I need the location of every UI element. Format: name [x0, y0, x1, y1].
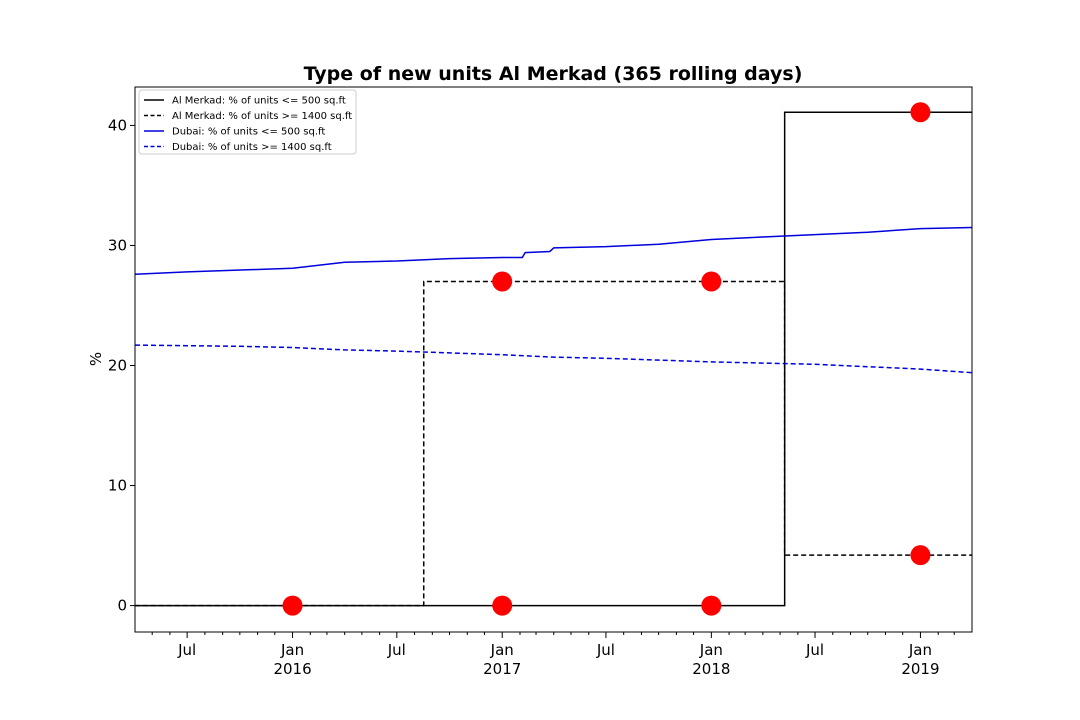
y-tick-label-40: 40	[108, 116, 127, 134]
x-tick-label-1: Jul	[177, 641, 196, 659]
legend-label-3: Dubai: % of units <= 500 sq.ft	[172, 127, 325, 138]
x-tick-label-5: Jul	[596, 641, 615, 659]
x-tick-label-2: Jan	[280, 641, 304, 659]
legend-label-4: Dubai: % of units >= 1400 sq.ft	[172, 142, 332, 153]
marker-point-1	[282, 595, 303, 616]
y-tick-label-30: 30	[108, 236, 127, 254]
x-tick-sublabel-4: 2017	[483, 660, 521, 678]
chart-title: Type of new units Al Merkad (365 rolling…	[304, 63, 803, 85]
series-line-1	[135, 111, 972, 607]
marker-point-6	[910, 102, 931, 123]
x-tick-sublabel-8: 2019	[901, 660, 939, 678]
marker-point-7	[910, 545, 931, 566]
plot-frame	[134, 86, 973, 633]
plot-area	[134, 102, 973, 616]
x-tick-label-8: Jan	[908, 641, 932, 659]
marker-point-2	[492, 595, 513, 616]
legend: Al Merkad: % of units <= 500 sq.ft Al Mer…	[138, 89, 357, 155]
y-tick-label-20: 20	[108, 357, 127, 375]
legend-box	[138, 89, 357, 155]
x-tick-label-6: Jan	[699, 641, 723, 659]
x-tick-label-4: Jan	[490, 641, 514, 659]
y-tick-label-10: 10	[108, 477, 127, 495]
legend-label-1: Al Merkad: % of units <= 500 sq.ft	[172, 96, 346, 107]
series-line-3	[134, 226, 973, 276]
legend-label-2: Al Merkad: % of units >= 1400 sq.ft	[172, 111, 352, 122]
x-tick-label-3: Jul	[387, 641, 406, 659]
series-line-2	[135, 280, 972, 607]
marker-point-5	[701, 271, 722, 292]
marker-point-4	[492, 271, 513, 292]
x-tick-label-7: Jul	[805, 641, 824, 659]
marker-point-3	[701, 595, 722, 616]
y-tick-label-0: 0	[117, 597, 127, 615]
x-tick-sublabel-2: 2016	[273, 660, 311, 678]
y-axis-label: %	[87, 352, 105, 366]
x-tick-sublabel-6: 2018	[692, 660, 730, 678]
series-line-4	[134, 344, 973, 374]
